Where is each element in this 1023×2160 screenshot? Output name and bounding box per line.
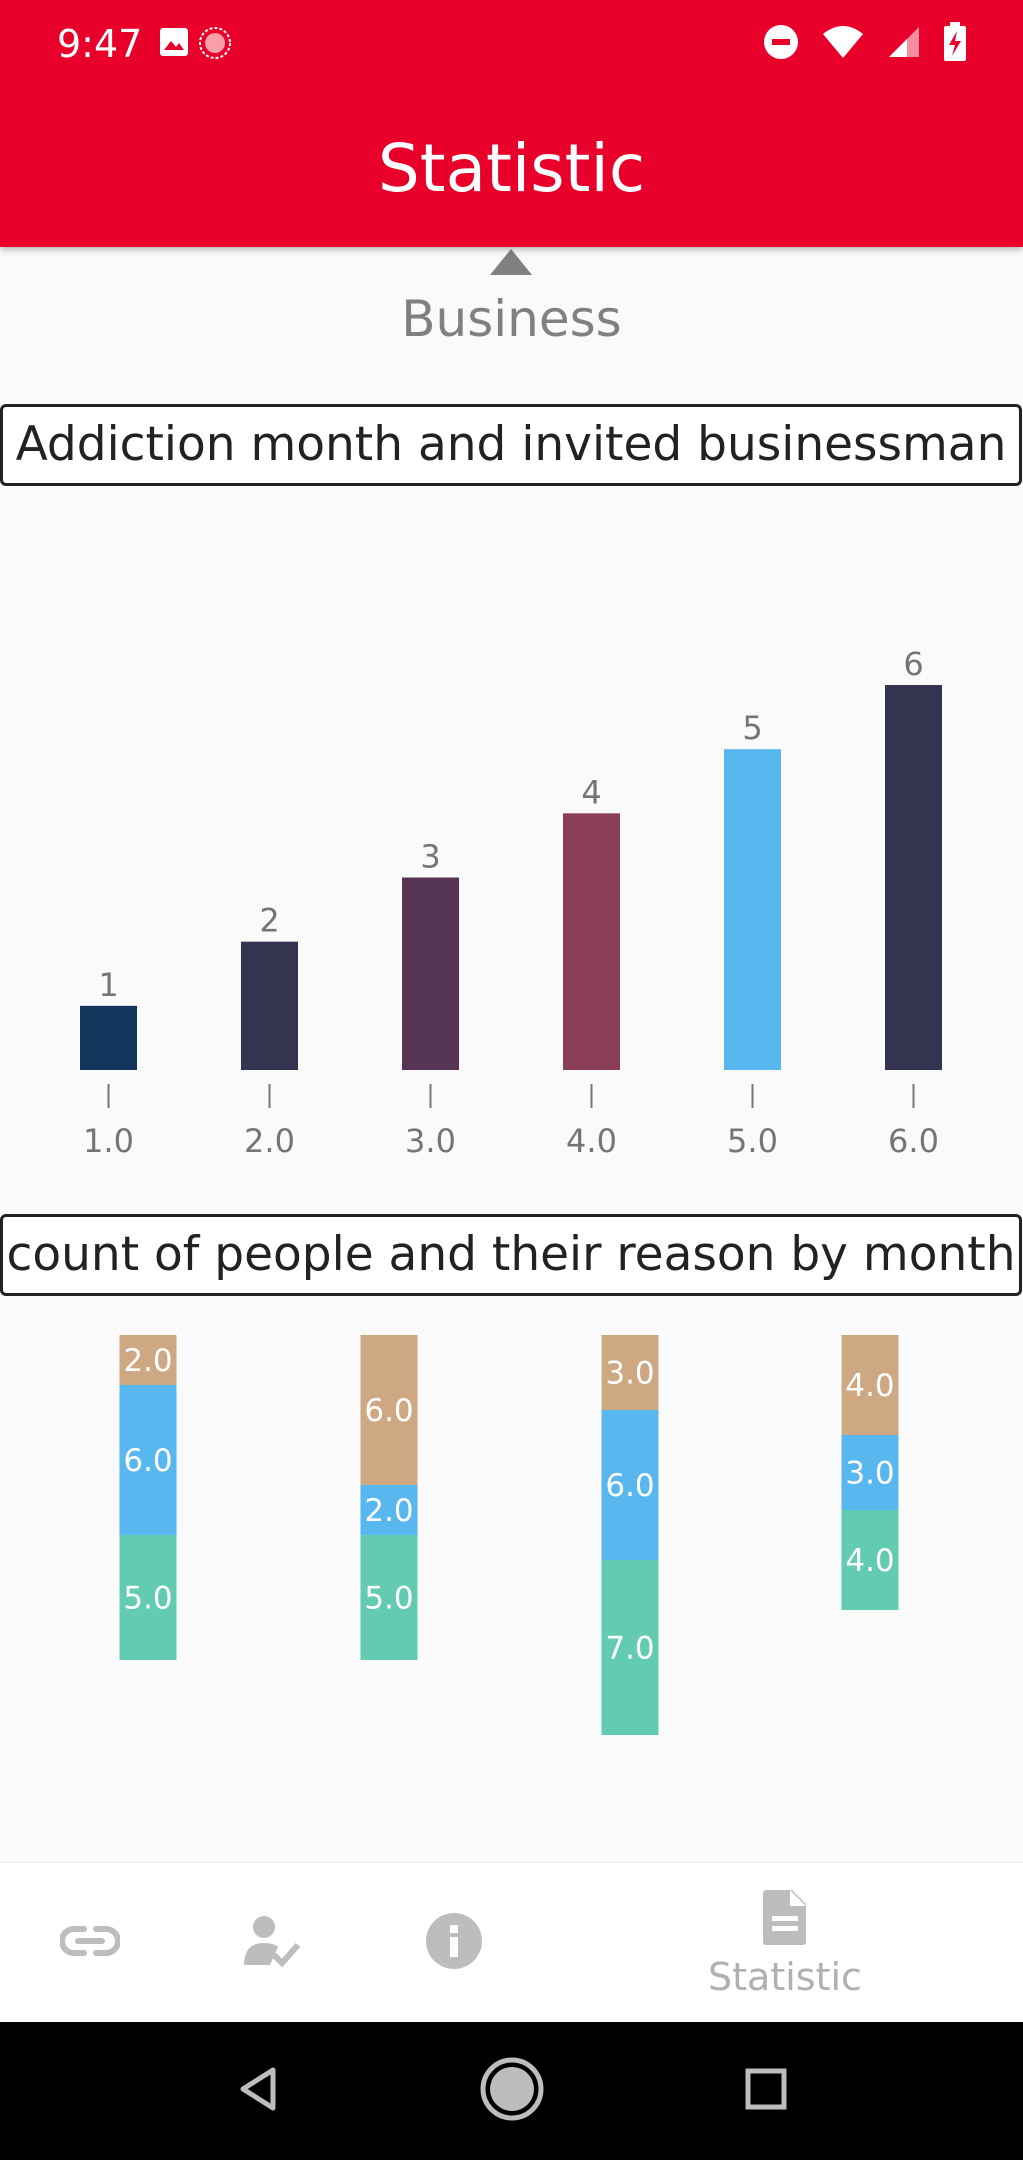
stacked-bar-chart: 2.0 6.0 5.0 6.0 2.0 5.0 3.0 6.0 7.0 4.0 3.0 4.0 [119, 1335, 899, 1735]
nav-item-info[interactable] [404, 1863, 504, 2023]
nav-item-statistic[interactable]: Statistic [690, 1863, 880, 2023]
x-tick-label: 3.0 [405, 1122, 456, 1160]
home-button[interactable] [470, 2022, 554, 2160]
stack-segment-top [601, 1335, 659, 1410]
info-icon [425, 1912, 483, 1975]
stack-segment-middle [119, 1385, 177, 1535]
nav-item-verified-users[interactable] [222, 1863, 322, 2023]
bar-3 [402, 877, 459, 1070]
x-tick-label: 2.0 [244, 1122, 295, 1160]
recents-button[interactable] [726, 2022, 806, 2160]
stack-value-label: 4.0 [845, 1368, 894, 1404]
bar-value-label: 2 [259, 902, 279, 940]
bar-5 [724, 749, 781, 1070]
stack-value-label: 6.0 [364, 1393, 413, 1429]
stack-segment-top [841, 1335, 899, 1435]
stack-segment-bottom [601, 1560, 659, 1735]
stack-value-label: 3.0 [845, 1456, 894, 1492]
home-icon [479, 2056, 545, 2127]
stack-segment-bottom [119, 1535, 177, 1660]
app-bar: 9:47 Statistic [0, 0, 1023, 247]
record-icon [198, 26, 232, 65]
x-tick-label: 6.0 [888, 1122, 939, 1160]
stack-value-label: 3.0 [605, 1356, 654, 1392]
bottom-navigation: Statistic [0, 1862, 1023, 2022]
stacked-chart-title: count of people and their reason by mont… [0, 1214, 1022, 1296]
cell-signal-icon [887, 25, 921, 64]
person-check-icon [242, 1913, 302, 1974]
stack-value-label: 7.0 [605, 1631, 654, 1667]
x-tick-label: 4.0 [566, 1122, 617, 1160]
stack-segment-top [119, 1335, 177, 1385]
battery-charging-icon [943, 22, 967, 67]
back-icon [233, 2064, 283, 2119]
wifi-icon [821, 24, 865, 65]
x-tick-label: 5.0 [727, 1122, 778, 1160]
bar-1 [80, 1005, 137, 1070]
document-icon [762, 1888, 808, 1951]
nav-item-label: Statistic [708, 1954, 862, 1999]
recents-icon [744, 2067, 788, 2116]
stack-segment-middle [841, 1435, 899, 1510]
bar-chart-title: Addiction month and invited businessman [0, 404, 1022, 486]
stack-value-label: 2.0 [364, 1493, 413, 1529]
bar-value-label: 4 [581, 773, 601, 811]
stack-value-label: 6.0 [123, 1443, 172, 1479]
stack-value-label: 2.0 [123, 1343, 172, 1379]
back-button[interactable] [218, 2022, 298, 2160]
status-icons [763, 22, 967, 67]
dropdown-arrow-icon[interactable] [488, 247, 534, 277]
bar-value-label: 1 [98, 966, 118, 1004]
stack-value-label: 5.0 [123, 1581, 172, 1617]
status-time: 9:47 [57, 22, 143, 66]
category-spinner[interactable]: Business [401, 290, 622, 348]
bar-value-label: 6 [903, 645, 923, 683]
stack-value-label: 6.0 [605, 1468, 654, 1504]
x-tick-label: 1.0 [83, 1122, 134, 1160]
stack-value-label: 5.0 [364, 1581, 413, 1617]
stack-segment-top [360, 1335, 418, 1485]
stack-segment-middle [601, 1410, 659, 1560]
do-not-disturb-icon [763, 24, 799, 65]
bar-2 [241, 941, 298, 1070]
stack-value-label: 4.0 [845, 1543, 894, 1579]
bar-4 [563, 813, 620, 1070]
bar-value-label: 5 [742, 709, 762, 747]
bar-value-label: 3 [420, 838, 440, 876]
image-icon [158, 26, 190, 63]
bar-6 [885, 685, 942, 1070]
stack-segment-bottom [841, 1510, 899, 1610]
system-navigation-bar [0, 2022, 1023, 2160]
stack-segment-middle [360, 1485, 418, 1535]
page-title: Statistic [377, 130, 646, 207]
nav-item-links[interactable] [40, 1863, 140, 2023]
link-icon [59, 1921, 121, 1966]
stack-segment-bottom [360, 1535, 418, 1660]
bar-chart: 1 1.0 2 2.0 3 3.0 4 4.0 5 5.0 6 6.0 [80, 645, 942, 1160]
